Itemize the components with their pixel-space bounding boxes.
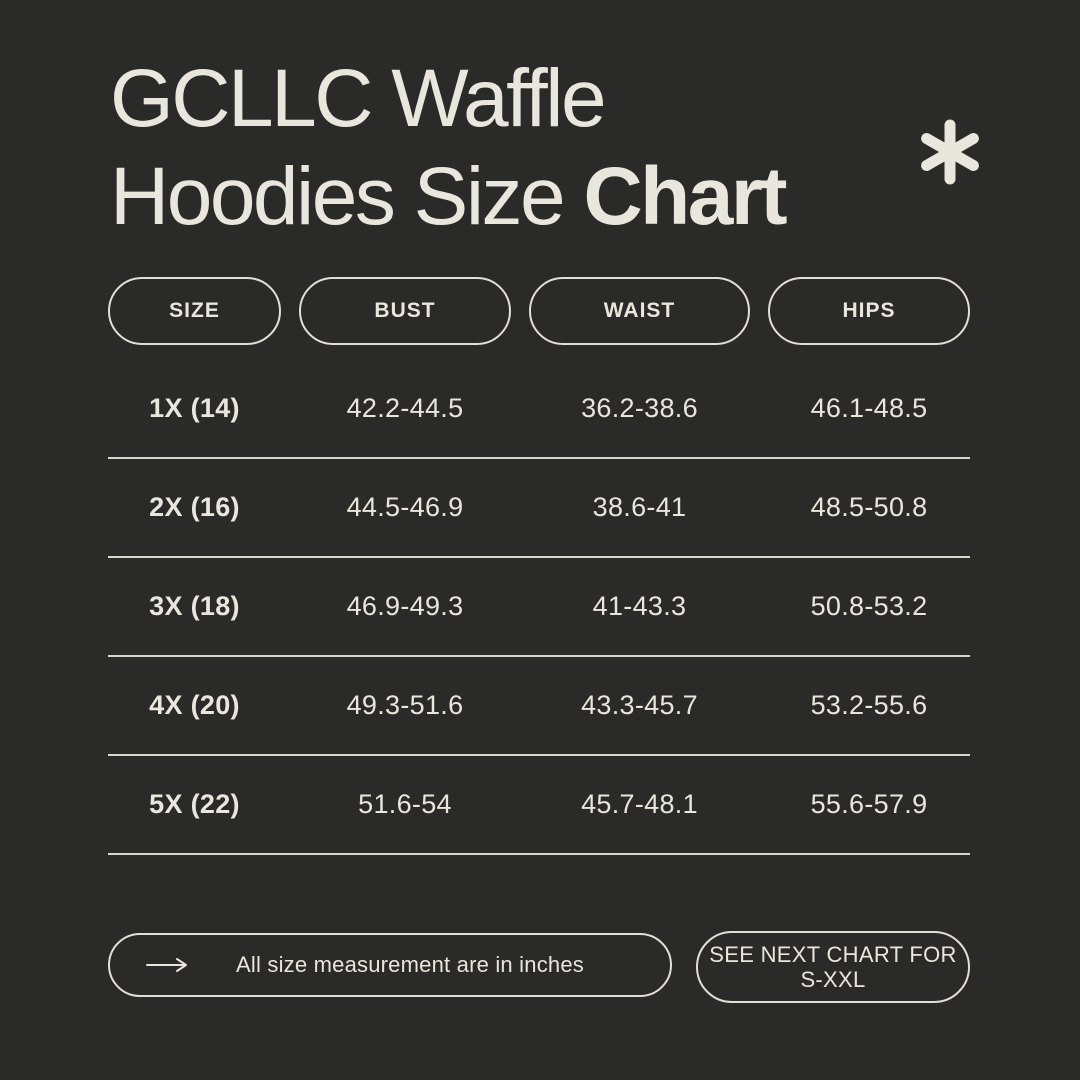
- table-row: 2X (16) 44.5-46.9 38.6-41 48.5-50.8: [108, 459, 970, 558]
- table-row: 4X (20) 49.3-51.6 43.3-45.7 53.2-55.6: [108, 657, 970, 756]
- bust-cell: 51.6-54: [358, 789, 452, 819]
- column-header-size: SIZE: [108, 277, 281, 345]
- waist-cell: 43.3-45.7: [581, 690, 698, 720]
- page-title-bold-word: Chart: [583, 151, 787, 242]
- table-header-row: SIZE BUST WAIST HIPS: [108, 277, 970, 345]
- size-cell: 2X (16): [149, 492, 240, 522]
- hips-cell: 55.6-57.9: [810, 789, 928, 819]
- column-header-hips: HIPS: [768, 277, 970, 345]
- see-next-chart-button[interactable]: SEE NEXT CHART FOR S-XXL: [696, 931, 970, 1003]
- hips-cell: 53.2-55.6: [810, 690, 928, 720]
- size-table: 1X (14) 42.2-44.5 36.2-38.6 46.1-48.5 2X…: [108, 360, 970, 855]
- hips-cell: 50.8-53.2: [810, 591, 928, 621]
- bust-cell: 49.3-51.6: [346, 690, 464, 720]
- table-row: 5X (22) 51.6-54 45.7-48.1 55.6-57.9: [108, 756, 970, 855]
- waist-cell: 38.6-41: [592, 492, 687, 522]
- waist-cell: 36.2-38.6: [581, 393, 698, 423]
- page-title-line2: Hoodies Size Chart: [110, 151, 788, 242]
- table-row: 1X (14) 42.2-44.5 36.2-38.6 46.1-48.5: [108, 360, 970, 459]
- size-cell: 5X (22): [149, 789, 240, 819]
- asterisk-icon: [921, 119, 979, 185]
- size-cell: 3X (18): [149, 591, 240, 621]
- see-next-chart-label: SEE NEXT CHART FOR S-XXL: [709, 942, 957, 992]
- bust-cell: 44.5-46.9: [346, 492, 464, 522]
- table-row: 3X (18) 46.9-49.3 41-43.3 50.8-53.2: [108, 558, 970, 657]
- waist-cell: 41-43.3: [592, 591, 687, 621]
- units-note-pill: All size measurement are in inches: [108, 933, 672, 997]
- hips-cell: 46.1-48.5: [810, 393, 928, 423]
- units-note-text: All size measurement are in inches: [236, 952, 584, 977]
- page-title-line1: GCLLC Waffle: [110, 53, 607, 144]
- size-cell: 1X (14): [149, 393, 240, 423]
- page-title: GCLLC Waffle Hoodies Size Chart: [110, 50, 788, 246]
- arrow-right-icon: [146, 958, 187, 972]
- column-header-waist: WAIST: [529, 277, 750, 345]
- column-header-bust: BUST: [299, 277, 511, 345]
- waist-cell: 45.7-48.1: [581, 789, 698, 819]
- hips-cell: 48.5-50.8: [810, 492, 928, 522]
- bust-cell: 46.9-49.3: [346, 591, 464, 621]
- size-cell: 4X (20): [149, 690, 240, 720]
- bust-cell: 42.2-44.5: [346, 393, 464, 423]
